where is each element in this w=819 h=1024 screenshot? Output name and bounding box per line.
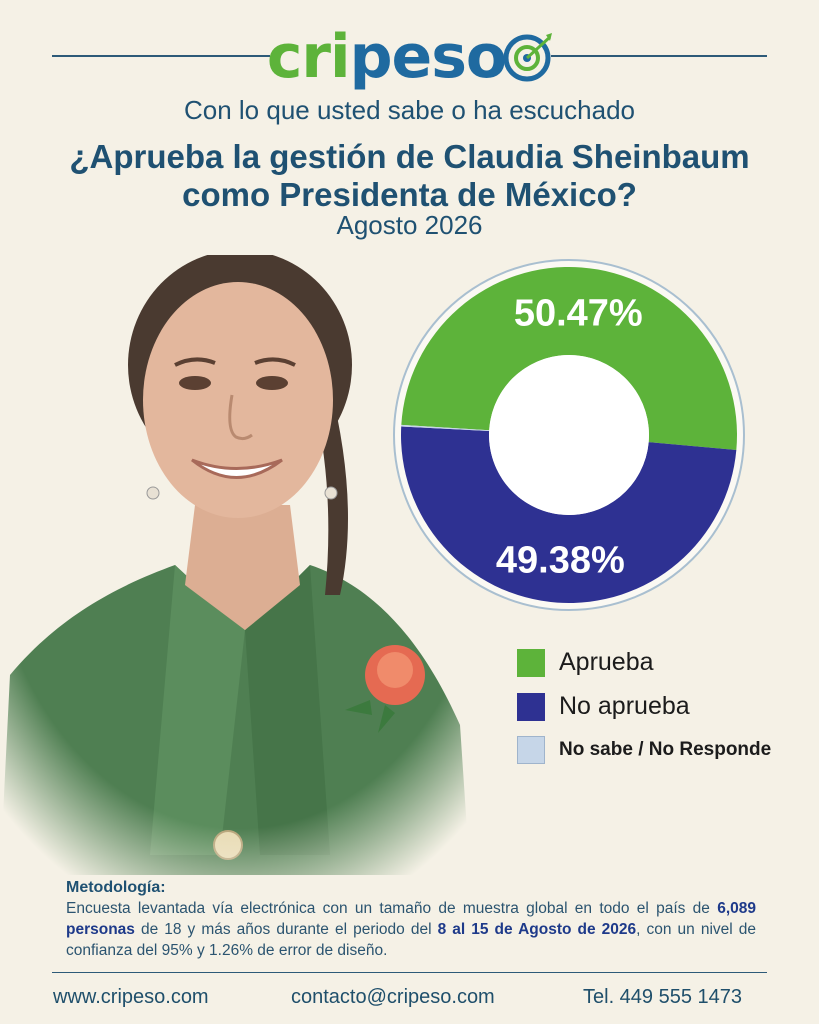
legend-item-no-sabe: No sabe / No Responde [517, 736, 771, 764]
page-title: ¿Aprueba la gestión de Claudia Sheinbaum… [0, 138, 819, 214]
header-line-right [551, 55, 767, 57]
legend-label-no-sabe: No sabe / No Responde [559, 739, 772, 760]
title-line-1: ¿Aprueba la gestión de Claudia Sheinbaum [69, 138, 750, 175]
methodology-sample-size: 6,089 personas [66, 900, 756, 938]
legend-label-no-aprueba: No aprueba [559, 692, 690, 720]
methodology-text-2: de 18 y más años durante el periodo del [134, 921, 438, 938]
footer-divider [52, 972, 767, 973]
legend-item-aprueba: Aprueba [517, 648, 654, 677]
methodology-period: 8 al 15 de Agosto de 2026 [437, 921, 637, 938]
donut-hole [489, 355, 649, 515]
footer-email[interactable]: contacto@cripeso.com [291, 986, 495, 1008]
donut-slice-no-aprueba [400, 426, 737, 604]
portrait-illustration [0, 255, 480, 875]
methodology: Metodología: Encuesta levantada vía elec… [66, 877, 756, 961]
legend-swatch-no-aprueba [517, 692, 545, 721]
data-label-1: 49.38% [496, 540, 625, 582]
target-icon [503, 33, 553, 82]
header-line-left [52, 55, 270, 57]
subtitle: Con lo que usted sabe o ha escuchado [183, 95, 635, 125]
legend-label-aprueba: Aprueba [559, 648, 654, 676]
legend-swatch-no-sabe [517, 736, 545, 764]
approval-donut-chart: 50.47% 49.38% [393, 259, 745, 611]
brand-logo: cripeso [0, 22, 819, 92]
brand-part2: peso [349, 22, 508, 92]
methodology-text-1: Encuesta levantada vía electrónica con u… [66, 900, 718, 917]
brand-part1: cri [266, 22, 351, 92]
methodology-title: Metodología: [66, 879, 166, 896]
legend-item-no-aprueba: No aprueba [517, 692, 690, 721]
data-label-0: 50.47% [514, 292, 643, 334]
footer-phone: Tel. 449 555 1473 [583, 986, 743, 1008]
donut-slice-no-sabe-no-responde [401, 424, 490, 431]
legend-swatch-aprueba [517, 648, 545, 677]
donut-slice-aprueba [401, 267, 737, 451]
methodology-text-3: , con un nivel de confianza del 95% y 1.… [66, 921, 756, 959]
footer-website[interactable]: www.cripeso.com [53, 986, 209, 1008]
survey-date: Agosto 2026 [336, 210, 483, 240]
title-line-2: como Presidenta de México? [182, 176, 637, 213]
